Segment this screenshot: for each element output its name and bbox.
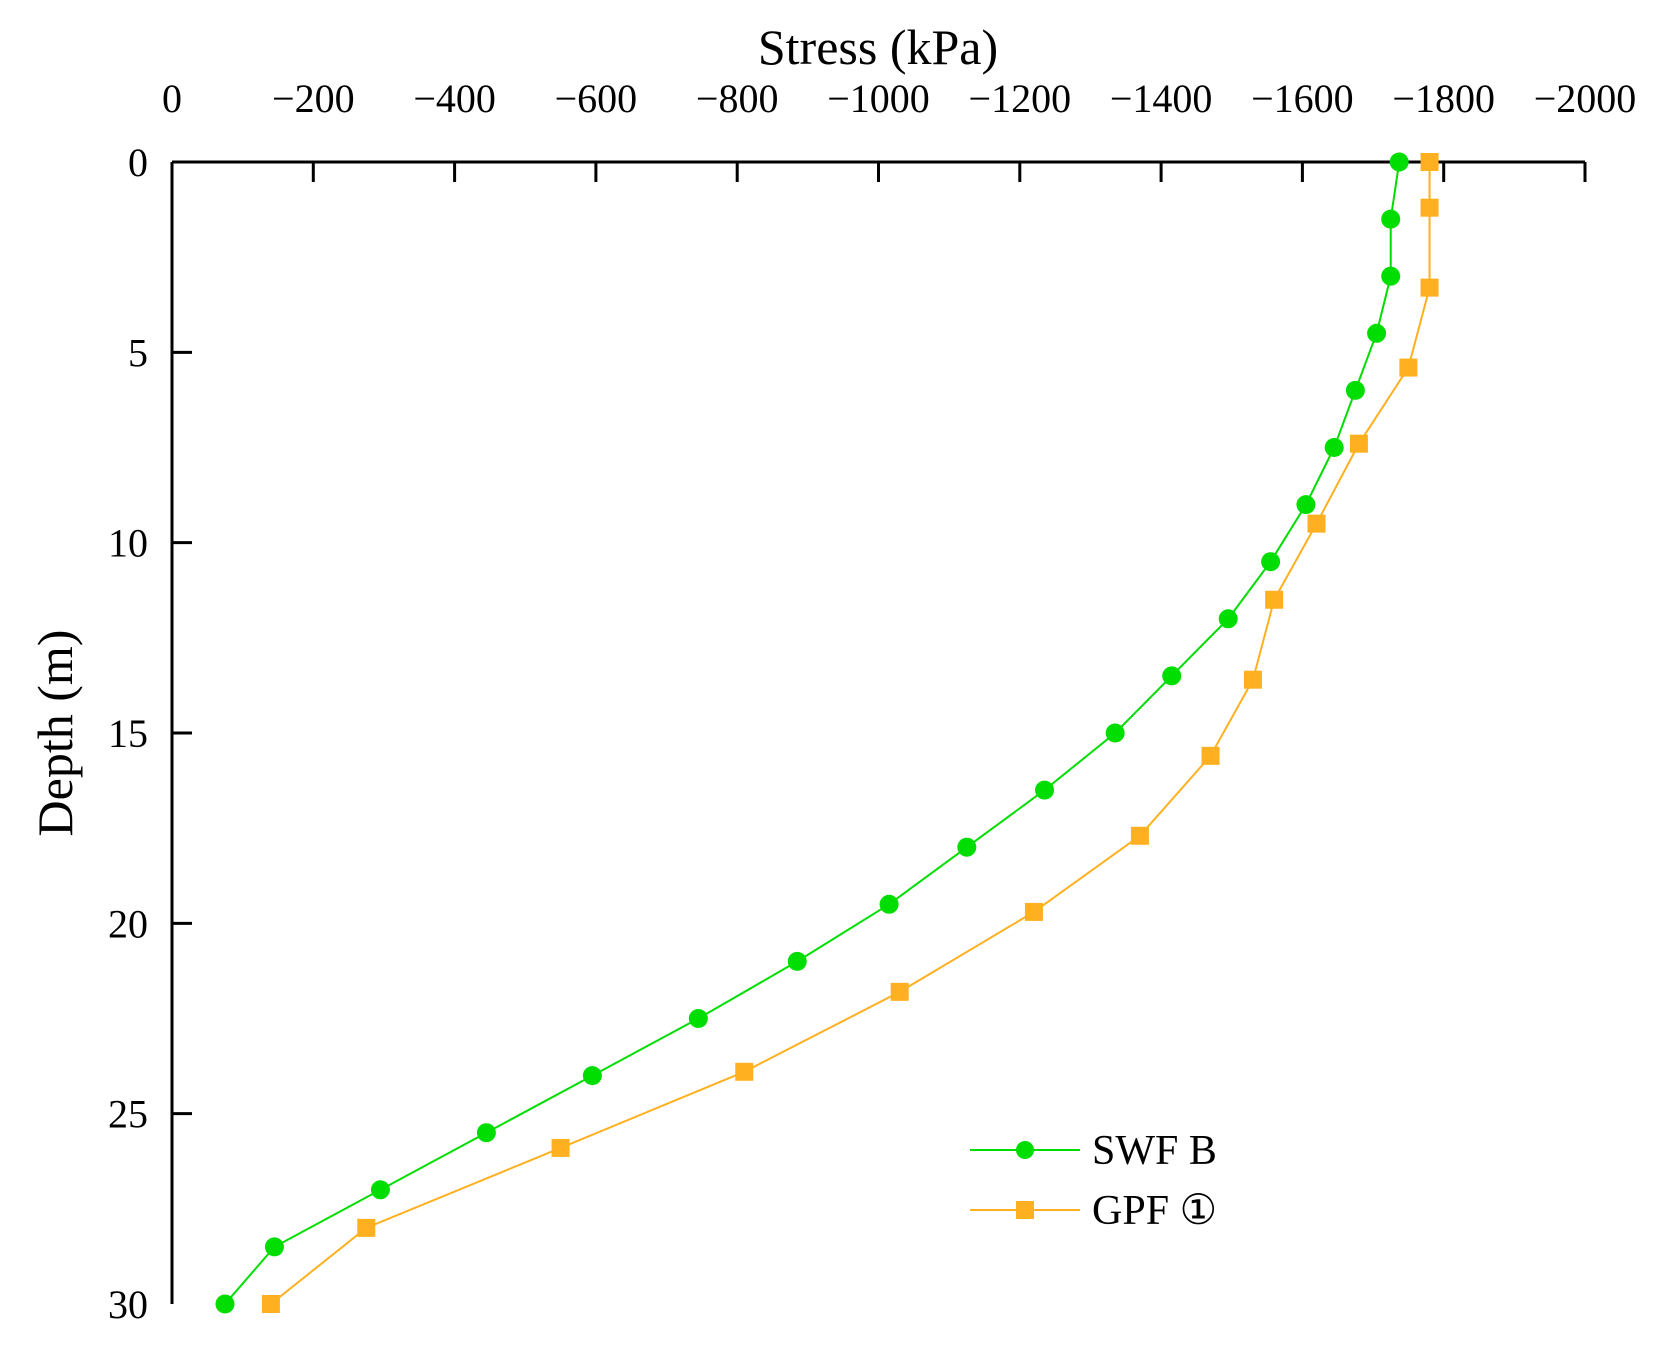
y-tick-label: 25 bbox=[108, 1092, 148, 1137]
data-point-swf-b bbox=[1324, 438, 1344, 457]
data-point-swf-b bbox=[1367, 323, 1387, 343]
y-tick-label: 5 bbox=[128, 330, 148, 375]
data-point-gpf bbox=[1420, 153, 1439, 171]
legend-swf-b-label: SWF B bbox=[1092, 1128, 1217, 1174]
data-point-gpf bbox=[1420, 278, 1439, 297]
data-point-gpf bbox=[1420, 198, 1439, 217]
data-point-swf-b bbox=[215, 1294, 235, 1314]
legend: SWF B GPF ① bbox=[970, 1128, 1217, 1234]
data-point-swf-b bbox=[688, 1009, 708, 1028]
data-point-swf-b bbox=[1162, 666, 1182, 686]
x-tick-label: −400 bbox=[413, 76, 496, 121]
x-tick-label: −200 bbox=[272, 76, 355, 121]
data-point-gpf bbox=[357, 1218, 376, 1237]
y-axis-title: Depth (m) bbox=[27, 630, 83, 837]
data-point-gpf bbox=[890, 982, 909, 1001]
data-point-swf-b bbox=[370, 1180, 390, 1200]
data-point-swf-b bbox=[264, 1237, 284, 1257]
y-tick-label: 15 bbox=[108, 711, 148, 756]
data-point-swf-b bbox=[1261, 552, 1281, 572]
legend-swf-b-marker bbox=[1016, 1141, 1034, 1159]
data-point-gpf bbox=[1307, 514, 1326, 533]
x-tick-label: −1600 bbox=[1251, 76, 1354, 121]
series-layer bbox=[215, 152, 1439, 1314]
axes: 0 −200 −400 −600 −800 −1000 −1200 −1400 −1600 −18… bbox=[108, 76, 1636, 1327]
x-tick-label: −2000 bbox=[1534, 76, 1637, 121]
data-point-swf-b bbox=[1345, 380, 1365, 400]
data-point-swf-b bbox=[476, 1123, 496, 1143]
y-ticks: 0 5 10 15 20 25 30 bbox=[108, 140, 192, 1327]
data-point-swf-b bbox=[1389, 152, 1409, 172]
legend-gpf-marker bbox=[1016, 1201, 1034, 1219]
data-point-swf-b bbox=[879, 894, 899, 914]
data-point-swf-b bbox=[1381, 209, 1401, 229]
x-tick-label: −1200 bbox=[969, 76, 1072, 121]
series-swf-b bbox=[215, 152, 1409, 1314]
data-point-gpf bbox=[1265, 590, 1284, 609]
data-point-swf-b bbox=[1381, 266, 1401, 286]
y-tick-label: 10 bbox=[108, 521, 148, 566]
series-line-gpf bbox=[270, 162, 1431, 1305]
data-point-swf-b bbox=[1105, 723, 1125, 743]
data-point-swf-b bbox=[1035, 780, 1055, 800]
data-point-swf-b bbox=[957, 837, 977, 857]
data-point-swf-b bbox=[582, 1066, 602, 1086]
data-point-gpf bbox=[1349, 434, 1368, 453]
data-point-gpf bbox=[1243, 670, 1262, 689]
data-point-gpf bbox=[1399, 358, 1418, 377]
data-point-gpf bbox=[261, 1295, 280, 1313]
x-tick-label: −800 bbox=[696, 76, 779, 121]
y-tick-label: 0 bbox=[128, 140, 148, 185]
data-point-swf-b bbox=[787, 951, 807, 971]
x-ticks: 0 −200 −400 −600 −800 −1000 −1200 −1400 −1600 −18… bbox=[162, 76, 1636, 182]
x-tick-label: −1800 bbox=[1392, 76, 1495, 121]
data-point-gpf bbox=[1130, 826, 1149, 845]
x-tick-label: −600 bbox=[555, 76, 638, 121]
series-gpf bbox=[261, 153, 1439, 1313]
data-point-swf-b bbox=[1218, 609, 1238, 629]
y-tick-label: 20 bbox=[108, 901, 148, 946]
x-tick-label: −1400 bbox=[1110, 76, 1213, 121]
x-tick-label: 0 bbox=[162, 76, 182, 121]
y-tick-label: 30 bbox=[108, 1282, 148, 1327]
data-point-gpf bbox=[735, 1062, 754, 1081]
x-axis-title: Stress (kPa) bbox=[758, 19, 998, 75]
x-tick-label: −1000 bbox=[827, 76, 930, 121]
data-point-swf-b bbox=[1296, 495, 1316, 515]
data-point-gpf bbox=[551, 1138, 570, 1157]
legend-gpf-label: GPF ① bbox=[1092, 1188, 1217, 1234]
data-point-gpf bbox=[1201, 746, 1220, 765]
data-point-gpf bbox=[1024, 902, 1043, 921]
